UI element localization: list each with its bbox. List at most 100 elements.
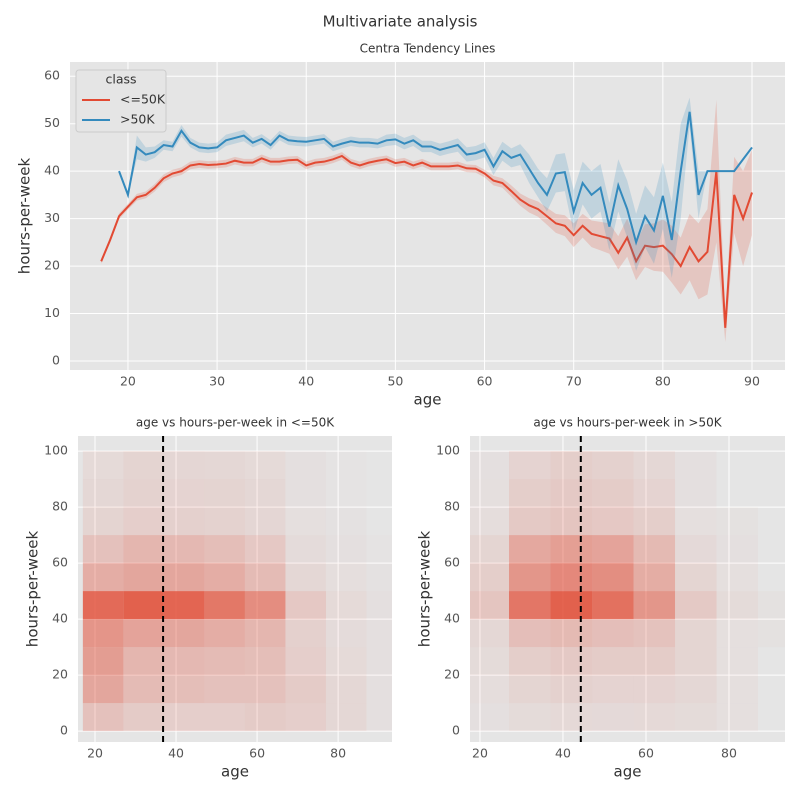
hist-cell [123, 591, 164, 620]
hist-cell [758, 451, 800, 479]
hist-cell [285, 535, 326, 564]
hist-cell [244, 619, 286, 648]
y-tick-label: 0 [60, 723, 68, 738]
hist-cell [633, 563, 676, 592]
hist-cell [470, 535, 510, 564]
hist-cell [758, 479, 800, 507]
hist-cell [366, 507, 407, 535]
y-tick-label: 60 [44, 68, 60, 83]
hist-cell [326, 451, 367, 479]
hist-cell [592, 479, 634, 508]
hist-cell [717, 535, 759, 563]
plot-area [78, 436, 392, 742]
hist-cell [509, 535, 551, 564]
x-tick-label: 70 [566, 374, 582, 389]
x-tick-label: 80 [655, 374, 671, 389]
y-tick-label: 20 [444, 667, 460, 682]
hist-cell [285, 619, 326, 648]
hist-cell [550, 675, 593, 704]
hist-cell [163, 675, 205, 704]
hist-cell [82, 675, 124, 704]
hist-cell [366, 591, 407, 619]
hist-cell [82, 451, 124, 480]
axis-title: age vs hours-per-week in >50K [533, 416, 722, 430]
hist-cell [366, 535, 407, 563]
hist-cell [204, 647, 245, 676]
hist-cell [366, 703, 407, 731]
hist-cell [470, 591, 510, 620]
hist-cell [163, 535, 205, 564]
legend-label: <=50K [120, 92, 166, 107]
hist-cell [163, 563, 205, 592]
hist-cell [366, 479, 407, 507]
cells [82, 451, 407, 732]
hist-cell [509, 507, 551, 536]
y-tick-label: 40 [52, 611, 68, 626]
hist-cell [468, 479, 510, 507]
hist-cell [758, 563, 800, 591]
legend-box [75, 69, 167, 133]
hist-cell [326, 535, 367, 563]
y-tick-label: 0 [452, 723, 460, 738]
hist-cell [123, 703, 164, 732]
hist-cell [204, 451, 245, 480]
hist-cell [244, 535, 286, 564]
hist-cell [244, 647, 286, 676]
hist-cell [123, 675, 164, 704]
hist-cell [204, 535, 245, 564]
hist-cell [509, 703, 551, 732]
hist-cell [244, 675, 286, 704]
hist-cell [82, 647, 124, 676]
x-tick-label: 60 [638, 746, 654, 761]
hist-cell [717, 619, 759, 647]
hist-cell [325, 703, 367, 732]
hist-cell [285, 591, 326, 620]
hist-cell [163, 591, 205, 620]
hist-cell [675, 647, 717, 676]
y-tick-label: 100 [44, 443, 68, 458]
hist-cell [470, 563, 510, 592]
legend-title: class [105, 72, 136, 87]
hist-cell [509, 619, 551, 648]
hist-cell [470, 675, 510, 704]
hist-cell [592, 535, 634, 564]
hist-cell [675, 507, 717, 535]
x-tick-label: 60 [249, 746, 265, 761]
hist-cell [550, 479, 593, 508]
hist-cell [633, 591, 676, 620]
series-line [118, 111, 753, 246]
hist-cell [758, 507, 800, 535]
hist-cell [758, 703, 800, 731]
hist-cell [509, 451, 551, 480]
hist-cell [717, 479, 759, 507]
hist-cell [675, 535, 717, 564]
hist-cell [592, 451, 634, 480]
hist-cell [285, 703, 326, 732]
hist-cell [509, 591, 551, 620]
hist-cell [717, 675, 759, 703]
y-tick-label: 40 [444, 611, 460, 626]
hist-cell [592, 675, 634, 704]
y-tick-label: 60 [444, 555, 460, 570]
hist-cell [163, 619, 205, 648]
y-axis-label: hours-per-week [24, 531, 42, 648]
hist-cell [716, 591, 759, 620]
hist-cell [675, 703, 717, 732]
hist-cell [82, 563, 124, 592]
hist-cell [82, 703, 124, 732]
hist-cell [366, 619, 407, 647]
hist-cell [123, 647, 164, 676]
hist-cell [592, 563, 634, 592]
hist-cell [758, 535, 800, 563]
hist-cell [285, 479, 326, 507]
x-tick-label: 20 [87, 746, 103, 761]
hist-cell [633, 535, 676, 564]
x-tick-label: 40 [168, 746, 184, 761]
axis-title: age vs hours-per-week in <=50K [136, 416, 335, 430]
hist-cell [366, 675, 407, 703]
hist-cell [633, 619, 676, 648]
hist-cell [325, 563, 367, 592]
x-tick-label: 20 [120, 374, 136, 389]
hist-cell [550, 619, 593, 648]
x-axis-label: age [221, 763, 249, 781]
